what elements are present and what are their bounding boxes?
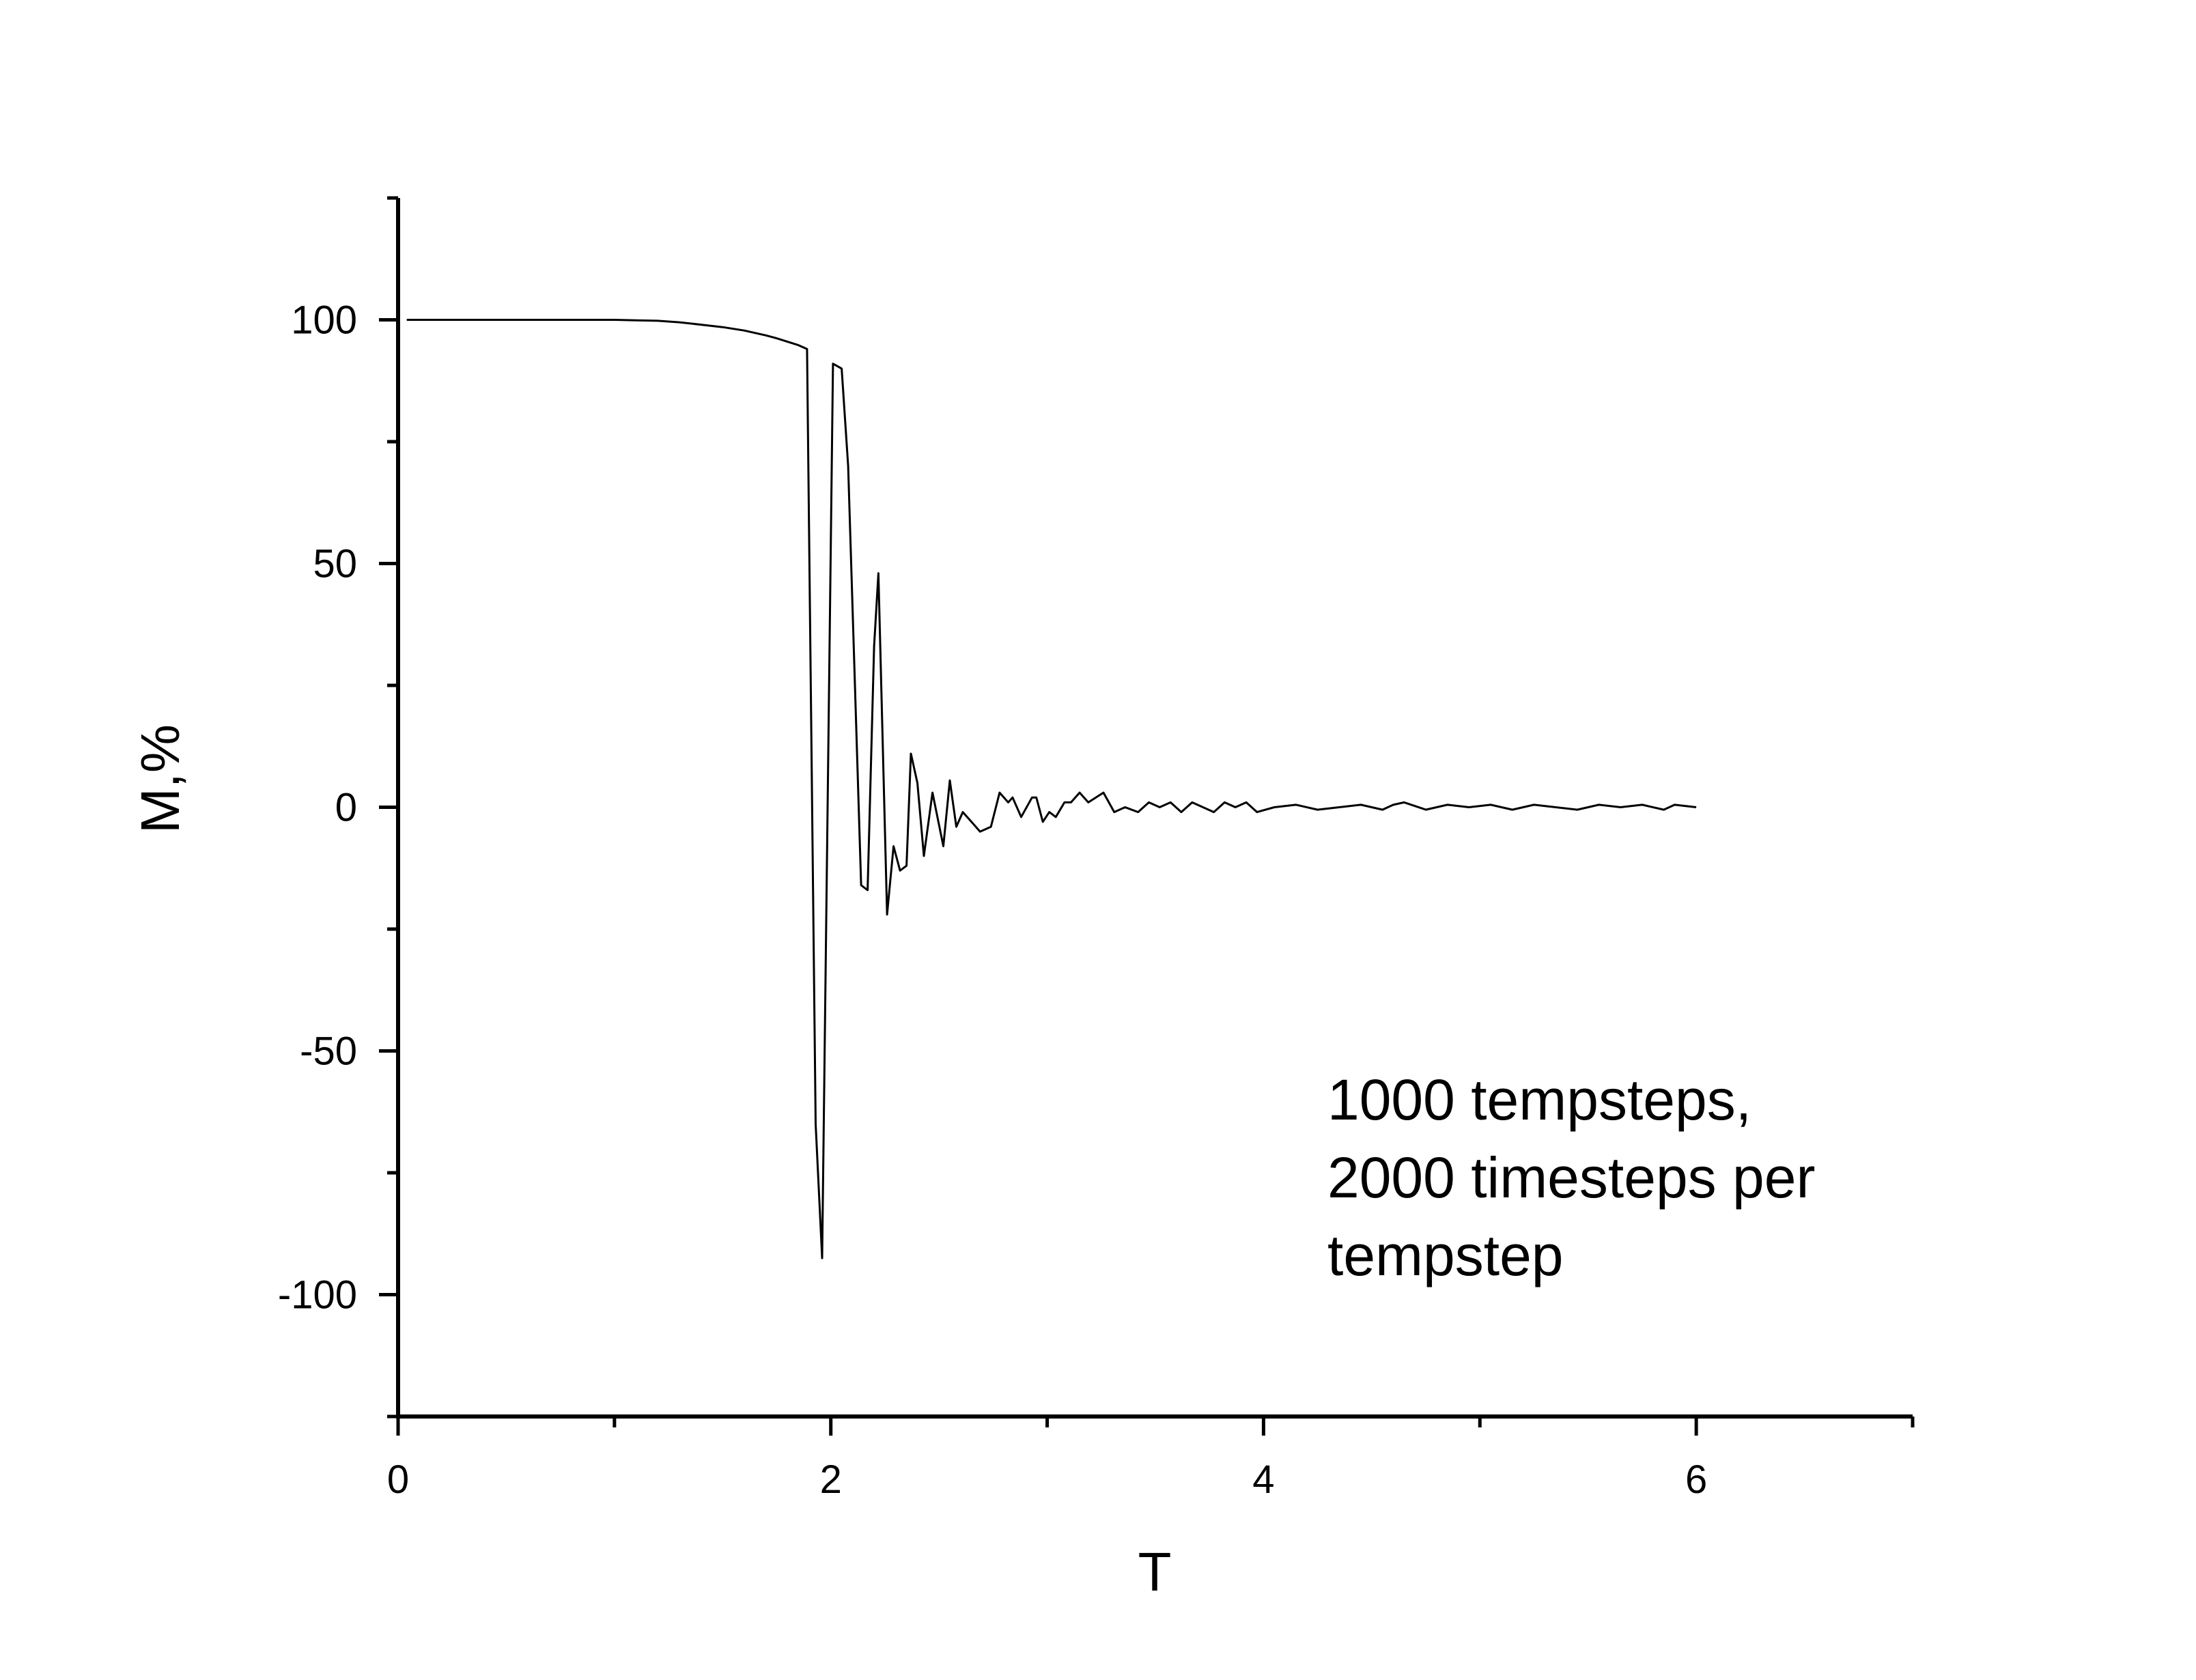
data-line (406, 319, 1697, 1259)
y-tick-label: 50 (313, 542, 357, 586)
x-axis-label: T (1138, 1541, 1172, 1602)
x-tick-label: 0 (387, 1457, 409, 1502)
y-axis-label: M,% (130, 724, 191, 834)
x-tick-label: 4 (1252, 1457, 1274, 1502)
annotation: 2000 timesteps per (1327, 1145, 1815, 1210)
y-tick-label: -50 (300, 1029, 357, 1074)
x-tick-label: 6 (1685, 1457, 1707, 1502)
annotation: 1000 tempsteps, (1327, 1068, 1751, 1132)
annotation: tempstep (1327, 1223, 1564, 1287)
x-tick-label: 2 (820, 1457, 842, 1502)
y-tick-label: 0 (335, 786, 357, 830)
y-tick-label: 100 (291, 298, 357, 343)
y-tick-label: -100 (278, 1273, 357, 1318)
